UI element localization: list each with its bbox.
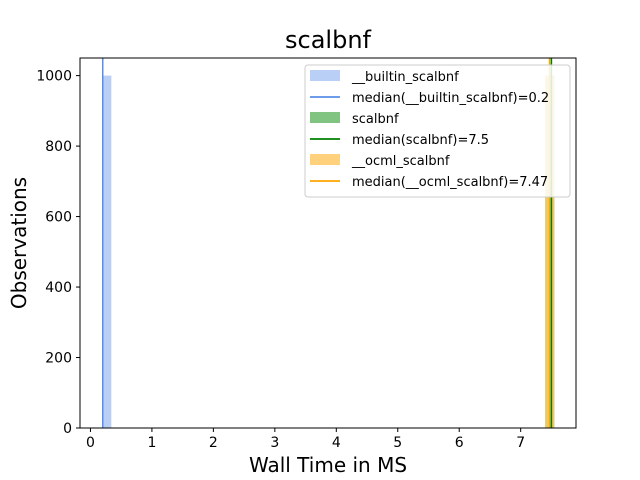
y-tick-label: 1000: [36, 69, 72, 85]
x-tick-label: 6: [455, 435, 464, 451]
x-tick-label: 5: [393, 435, 402, 451]
legend-box: [304, 64, 571, 198]
legend-label-median-scalbnf: median(scalbnf)=7.5: [352, 133, 489, 148]
y-tick-label: 600: [45, 210, 72, 226]
legend-swatch-ocml-scalbnf: [310, 154, 340, 165]
x-axis-ticks: 0 1 2 3 4 5 6 7: [86, 428, 525, 451]
legend-label-scalbnf: scalbnf: [352, 112, 399, 127]
x-tick-label: 4: [332, 435, 341, 451]
legend-label-builtin-scalbnf: __builtin_scalbnf: [351, 70, 459, 85]
x-tick-label: 7: [516, 435, 525, 451]
y-tick-label: 200: [45, 351, 72, 367]
x-tick-label: 2: [209, 435, 218, 451]
legend-label-ocml-scalbnf: __ocml_scalbnf: [351, 154, 450, 169]
y-tick-label: 0: [63, 421, 72, 437]
y-axis-label: Observations: [7, 177, 31, 309]
y-tick-label: 800: [45, 139, 72, 155]
legend-swatch-scalbnf: [310, 112, 340, 123]
y-tick-label: 400: [45, 280, 72, 296]
x-tick-label: 1: [147, 435, 156, 451]
bar-builtin-scalbnf: [102, 75, 112, 428]
legend-label-median-ocml-scalbnf: median(__ocml_scalbnf)=7.47: [352, 175, 548, 190]
plot-frame: [79, 57, 577, 429]
chart-title: scalbnf: [285, 26, 372, 54]
y-axis-ticks: 0 200 400 600 800 1000: [36, 69, 80, 437]
x-tick-label: 3: [270, 435, 279, 451]
x-tick-label: 0: [86, 435, 95, 451]
x-axis-label: Wall Time in MS: [249, 453, 407, 477]
legend-label-median-builtin-scalbnf: median(__builtin_scalbnf)=0.2: [352, 91, 549, 106]
legend-swatch-builtin-scalbnf: [310, 70, 340, 81]
legend: __builtin_scalbnf median(__builtin_scalbn…: [304, 64, 571, 198]
